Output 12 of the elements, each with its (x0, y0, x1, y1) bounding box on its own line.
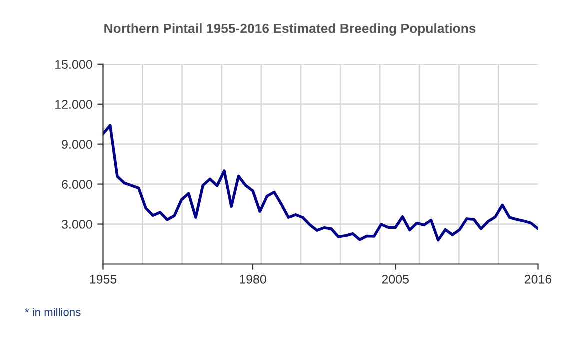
y-tick-label: 3.000 (62, 220, 92, 229)
y-tick-label: 6.000 (62, 180, 92, 189)
x-tick-label: 2016 (524, 274, 552, 284)
x-tick-label: 1980 (240, 274, 266, 284)
y-tick-label: 12.000 (56, 100, 92, 110)
text: * in millions (25, 308, 81, 316)
line-series (103, 124, 538, 242)
y-tick-label: 15.000 (56, 60, 92, 70)
x-tick-label: 1955 (90, 274, 117, 284)
chart-title: Northern Pintail 1955-2016 Estimated Breeding Populations (104, 24, 476, 36)
y-tick-label: 9.000 (62, 140, 92, 149)
x-tick-label: 2005 (382, 274, 409, 284)
